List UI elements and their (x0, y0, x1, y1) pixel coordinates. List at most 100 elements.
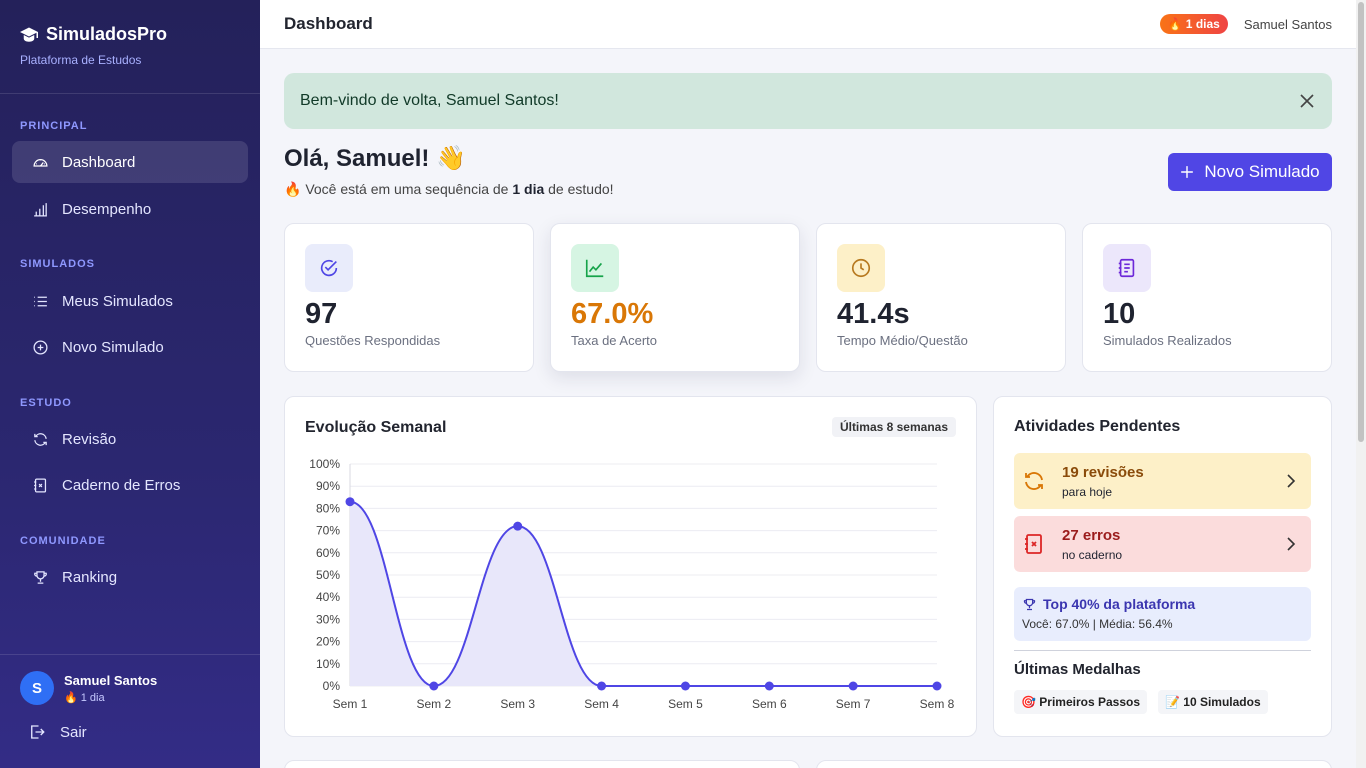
page-scrollbar[interactable] (1356, 0, 1366, 768)
stat-label: Tempo Médio/Questão (837, 333, 968, 348)
data-point (513, 521, 523, 531)
stat-value: 67.0% (571, 298, 654, 330)
pending-title: Atividades Pendentes (1014, 418, 1181, 435)
sidebar-item-dashboard[interactable]: Dashboard (12, 141, 248, 183)
x-tick-label: Sem 3 (500, 697, 535, 711)
x-tick-label: Sem 5 (668, 697, 703, 711)
trend-up-icon (585, 259, 604, 278)
alert-message: Bem-vindo de volta, Samuel Santos! (300, 92, 559, 109)
x-tick-label: Sem 1 (333, 697, 368, 711)
sidebar-item-revisao[interactable]: Revisão (12, 418, 248, 460)
stat-value: 97 (305, 298, 338, 330)
gauge-icon (33, 158, 48, 167)
sidebar-item-label: Caderno de Erros (62, 476, 181, 494)
pending-item-title: 19 revisões (1062, 463, 1144, 481)
user-name: Samuel Santos (64, 672, 158, 688)
close-icon[interactable] (1298, 92, 1316, 110)
pending-item-sub: no caderno (1062, 547, 1123, 562)
x-tick-label: Sem 8 (920, 697, 955, 711)
chevron-right-icon (1287, 537, 1296, 551)
new-simulado-label: Novo Simulado (1204, 162, 1320, 181)
brand-title[interactable]: SimuladosPro (20, 24, 240, 45)
data-point (932, 681, 942, 691)
pending-revisoes[interactable]: 19 revisões para hoje (1014, 453, 1311, 509)
stat-icon-box (571, 244, 619, 292)
pending-item-title: 27 erros (1062, 526, 1121, 544)
bottom-card-right (816, 760, 1332, 768)
section-label-simulados: SIMULADOS (20, 258, 95, 270)
sidebar-item-label: Meus Simulados (62, 292, 173, 310)
x-tick-label: Sem 6 (752, 697, 787, 711)
sidebar-item-label: Revisão (62, 430, 117, 448)
stat-label: Questões Respondidas (305, 333, 441, 348)
period-chip[interactable]: Últimas 8 semanas (831, 417, 956, 437)
stat-card-questoes: 97 Questões Respondidas (284, 223, 534, 372)
topbar: Dashboard 🔥 1 dias Samuel Santos (260, 0, 1356, 49)
x-tick-label: Sem 7 (836, 697, 871, 711)
error-notebook-icon (34, 477, 47, 493)
sidebar-item-caderno-de-erros[interactable]: Caderno de Erros (12, 464, 248, 506)
stat-label: Taxa de Acerto (571, 333, 657, 348)
ranking-summary: Top 40% da plataforma Você: 67.0% | Médi… (1014, 587, 1311, 641)
stat-value: 41.4s (837, 298, 910, 330)
y-tick-label: 80% (316, 501, 340, 515)
section-label-estudo: ESTUDO (20, 397, 72, 409)
sidebar-item-ranking[interactable]: Ranking (12, 556, 248, 598)
sidebar-item-novo-simulado[interactable]: Novo Simulado (12, 326, 248, 368)
ranking-title: Top 40% da plataforma (1043, 596, 1196, 612)
plus-icon (1181, 166, 1194, 178)
y-tick-label: 90% (316, 479, 340, 493)
y-tick-label: 40% (316, 590, 340, 604)
user-profile[interactable]: S Samuel Santos 🔥 1 dia (20, 671, 240, 705)
sidebar-item-label: Novo Simulado (62, 338, 164, 356)
sidebar-item-desempenho[interactable]: Desempenho (12, 188, 248, 230)
y-tick-label: 50% (316, 568, 340, 582)
chart-title: Evolução Semanal (305, 419, 447, 436)
ranking-sub: Você: 67.0% | Média: 56.4% (1022, 617, 1173, 631)
list-icon (34, 296, 47, 306)
weekly-evolution-card: Evolução Semanal Últimas 8 semanas 0% 10%… (284, 396, 977, 737)
stat-icon-box (837, 244, 885, 292)
logout-button[interactable]: Sair (20, 723, 240, 741)
divider (1014, 650, 1311, 651)
user-streak: 🔥 1 dia (64, 691, 105, 704)
data-point (345, 497, 355, 507)
stat-label: Simulados Realizados (1103, 333, 1232, 348)
refresh-icon (34, 432, 47, 446)
ranking-title-row: Top 40% da plataforma (1022, 596, 1303, 612)
brand: SimuladosPro Plataforma de Estudos (0, 0, 260, 94)
streak-badge: 🔥 1 dias (1159, 14, 1228, 34)
error-notebook-icon (1025, 534, 1042, 554)
sidebar-item-label: Desempenho (62, 200, 152, 218)
scrollbar-thumb[interactable] (1358, 2, 1364, 442)
stat-card-simulados: 10 Simulados Realizados (1082, 223, 1332, 372)
x-tick-label: Sem 2 (417, 697, 452, 711)
welcome-alert: Bem-vindo de volta, Samuel Santos! (284, 73, 1332, 129)
page-title: Dashboard (284, 14, 373, 33)
x-tick-label: Sem 4 (584, 697, 619, 711)
new-simulado-button[interactable]: Novo Simulado (1168, 153, 1332, 191)
stat-card-tempo-medio: 41.4s Tempo Médio/Questão (816, 223, 1066, 372)
notebook-icon (1118, 258, 1135, 278)
y-tick-label: 0% (323, 679, 341, 693)
sidebar-item-meus-simulados[interactable]: Meus Simulados (12, 280, 248, 322)
pending-activities-card: Atividades Pendentes 19 revisões para ho… (993, 396, 1332, 737)
topbar-user-name[interactable]: Samuel Santos (1243, 16, 1332, 32)
y-tick-label: 100% (309, 457, 340, 471)
stat-value: 10 (1103, 298, 1136, 330)
check-badge-icon (320, 259, 338, 277)
graduation-cap-icon (20, 27, 38, 42)
data-point (597, 681, 607, 691)
pending-item-sub: para hoje (1062, 484, 1113, 499)
y-tick-label: 30% (316, 612, 340, 626)
section-label-comunidade: COMUNIDADE (20, 535, 106, 547)
greeting: Olá, Samuel! 👋 🔥 Você está em uma sequên… (284, 144, 614, 198)
medal-badge: 🎯 Primeiros Passos (1014, 690, 1147, 714)
app-name: SimuladosPro (46, 24, 168, 44)
refresh-icon (1025, 472, 1043, 490)
section-label-principal: PRINCIPAL (20, 120, 88, 132)
data-point (680, 681, 690, 691)
bottom-card-left (284, 760, 800, 768)
sidebar-user: S Samuel Santos 🔥 1 dia Sair (0, 654, 260, 757)
pending-erros[interactable]: 27 erros no caderno (1014, 516, 1311, 572)
